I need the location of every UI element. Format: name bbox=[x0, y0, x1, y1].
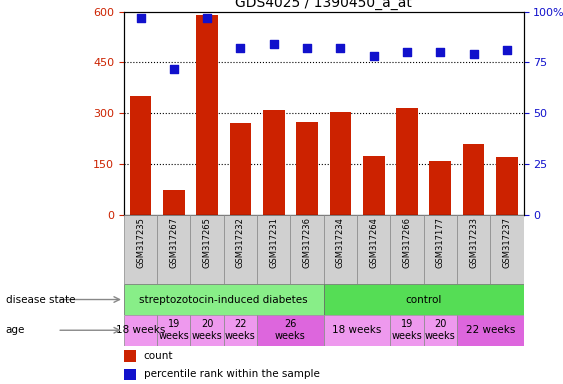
Text: GSM317236: GSM317236 bbox=[302, 217, 311, 268]
Point bbox=[469, 51, 478, 57]
Text: GSM317231: GSM317231 bbox=[269, 217, 278, 268]
Bar bbox=[190, 215, 224, 284]
Text: control: control bbox=[405, 295, 442, 305]
Text: GSM317265: GSM317265 bbox=[203, 217, 212, 268]
Bar bbox=[291, 215, 324, 284]
Text: 22
weeks: 22 weeks bbox=[225, 319, 256, 341]
Bar bbox=[390, 315, 424, 346]
Point bbox=[236, 45, 245, 51]
Bar bbox=[124, 350, 136, 362]
Point bbox=[403, 49, 412, 55]
Text: 22 weeks: 22 weeks bbox=[466, 325, 515, 335]
Bar bbox=[124, 369, 136, 380]
Text: disease state: disease state bbox=[6, 295, 75, 305]
Text: GSM317266: GSM317266 bbox=[403, 217, 412, 268]
Bar bbox=[124, 315, 157, 346]
Bar bbox=[296, 122, 318, 215]
Text: GSM317232: GSM317232 bbox=[236, 217, 245, 268]
Bar bbox=[463, 144, 484, 215]
Text: streptozotocin-induced diabetes: streptozotocin-induced diabetes bbox=[140, 295, 308, 305]
Text: percentile rank within the sample: percentile rank within the sample bbox=[144, 369, 320, 379]
Text: GSM317234: GSM317234 bbox=[336, 217, 345, 268]
Point bbox=[302, 45, 311, 51]
Bar bbox=[230, 123, 251, 215]
Text: GSM317177: GSM317177 bbox=[436, 217, 445, 268]
Text: 19
weeks: 19 weeks bbox=[158, 319, 189, 341]
Point bbox=[336, 45, 345, 51]
Bar bbox=[324, 215, 357, 284]
Bar bbox=[190, 315, 224, 346]
Text: 18 weeks: 18 weeks bbox=[332, 325, 382, 335]
Bar bbox=[157, 315, 190, 346]
Bar bbox=[424, 215, 457, 284]
Bar bbox=[157, 215, 190, 284]
Title: GDS4025 / 1390450_a_at: GDS4025 / 1390450_a_at bbox=[235, 0, 412, 10]
Bar bbox=[457, 215, 490, 284]
Text: count: count bbox=[144, 351, 173, 361]
Point bbox=[169, 65, 178, 71]
Text: 18 weeks: 18 weeks bbox=[116, 325, 165, 335]
Bar bbox=[224, 215, 257, 284]
Text: 20
weeks: 20 weeks bbox=[192, 319, 222, 341]
Bar bbox=[124, 284, 324, 315]
Bar bbox=[224, 315, 257, 346]
Text: 20
weeks: 20 weeks bbox=[425, 319, 455, 341]
Bar bbox=[390, 215, 424, 284]
Bar bbox=[124, 215, 157, 284]
Bar bbox=[163, 190, 185, 215]
Point bbox=[203, 15, 212, 21]
Bar bbox=[129, 96, 151, 215]
Text: GSM317267: GSM317267 bbox=[169, 217, 178, 268]
Text: age: age bbox=[6, 325, 25, 335]
Bar bbox=[457, 315, 524, 346]
Text: GSM317264: GSM317264 bbox=[369, 217, 378, 268]
Text: GSM317235: GSM317235 bbox=[136, 217, 145, 268]
Point bbox=[136, 15, 145, 21]
Bar bbox=[329, 112, 351, 215]
Bar bbox=[257, 315, 324, 346]
Bar bbox=[257, 215, 291, 284]
Bar bbox=[496, 157, 518, 215]
Bar bbox=[424, 315, 457, 346]
Text: GSM317233: GSM317233 bbox=[469, 217, 478, 268]
Point bbox=[436, 49, 445, 55]
Bar bbox=[430, 161, 451, 215]
Text: 19
weeks: 19 weeks bbox=[392, 319, 422, 341]
Bar bbox=[263, 110, 284, 215]
Bar bbox=[490, 215, 524, 284]
Text: 26
weeks: 26 weeks bbox=[275, 319, 306, 341]
Bar bbox=[357, 215, 390, 284]
Bar bbox=[196, 15, 218, 215]
Bar bbox=[396, 108, 418, 215]
Bar bbox=[363, 156, 385, 215]
Bar bbox=[324, 315, 390, 346]
Point bbox=[502, 47, 511, 53]
Text: GSM317237: GSM317237 bbox=[502, 217, 511, 268]
Bar bbox=[324, 284, 524, 315]
Point bbox=[369, 53, 378, 60]
Point bbox=[269, 41, 278, 47]
